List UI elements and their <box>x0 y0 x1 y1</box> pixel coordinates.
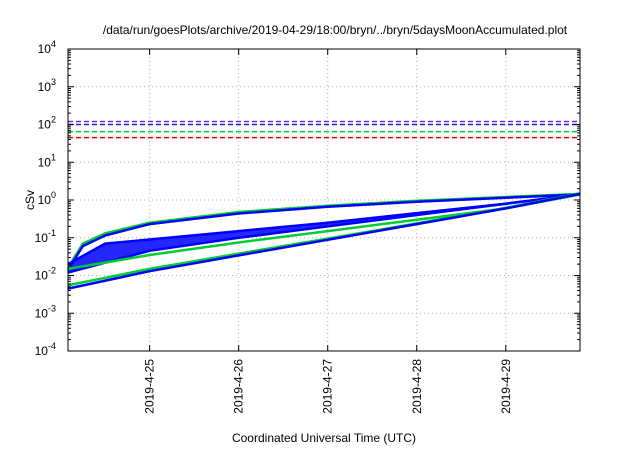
y-tick-label: 10-4 <box>35 341 56 358</box>
x-axis-ticks: 2019-4-25 2019-4-26 2019-4-27 2019-4-28 2019… <box>143 49 513 414</box>
threshold-lines <box>68 120 580 139</box>
x-tick-label: 2019-4-27 <box>321 359 335 414</box>
x-tick-label: 2019-4-29 <box>499 359 513 414</box>
grid <box>68 49 580 351</box>
y-axis-ticks: 10-4 10-3 10-2 10-1 100 101 102 103 104 <box>35 39 580 358</box>
series-line <box>67 192 581 290</box>
y-tick-label: 104 <box>38 39 56 56</box>
x-tick-label: 2019-4-26 <box>232 359 246 414</box>
y-axis-label: cSv <box>23 190 37 210</box>
y-tick-label: 103 <box>38 77 56 94</box>
y-tick-label: 101 <box>38 152 56 169</box>
y-tick-label: 10-3 <box>35 303 56 320</box>
y-tick-label: 10-2 <box>35 266 56 283</box>
y-tick-label: 100 <box>38 190 56 207</box>
series-lines <box>66 192 581 290</box>
chart-title: /data/run/goesPlots/archive/2019-04-29/1… <box>103 23 568 37</box>
x-axis-label: Coordinated Universal Time (UTC) <box>232 431 416 445</box>
x-tick-label: 2019-4-28 <box>410 359 424 414</box>
y-tick-label: 10-1 <box>35 228 56 245</box>
series-line <box>66 193 581 271</box>
x-tick-label: 2019-4-25 <box>143 359 157 414</box>
series-line <box>67 193 581 274</box>
y-tick-label: 102 <box>38 115 56 132</box>
